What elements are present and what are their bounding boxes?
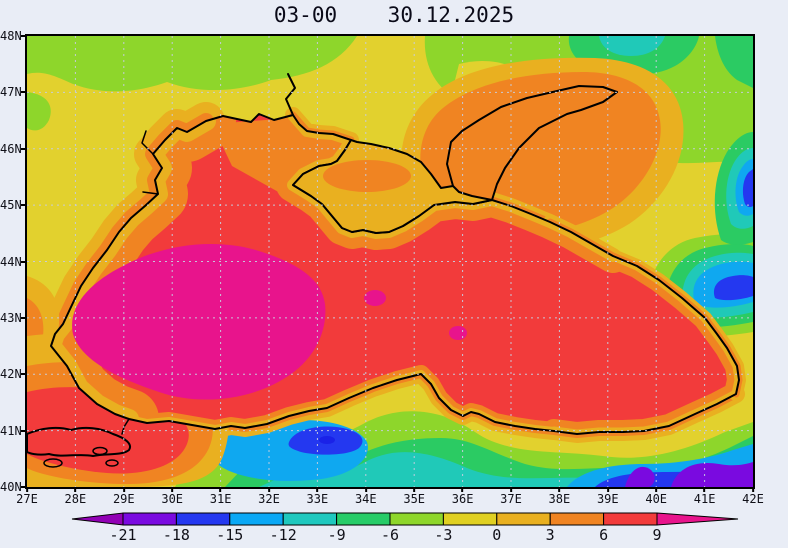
dniester-liman [141,130,154,155]
colorbar-left-arrow [71,512,124,526]
caucasus-cold-pocket [647,234,753,337]
colorbar-segment [175,512,231,526]
map-frame [25,34,755,489]
danube-delta [142,191,159,195]
dnieper-estuary [285,73,296,116]
anatolia-cold-bands [175,411,753,487]
colorbar-segment [603,512,658,526]
colorbar-segment [336,512,391,526]
colorbar-segment [442,512,498,526]
warm-core [72,243,326,400]
east-edge-cold-pocket [714,132,753,245]
colorbar-segment [229,512,284,526]
page-title: 03-00 30.12.2025 [273,3,515,27]
rivers [141,73,296,195]
graticule [27,36,753,487]
map-canvas [26,36,753,487]
colorbar-segment [549,512,605,526]
colorbar-right-arrow [656,512,739,526]
colorbar-segment [496,512,551,526]
colorbar-segment [282,512,338,526]
colorbar-segment [389,512,444,526]
sea-of-azov [446,85,618,201]
colorbar-segment [122,512,177,526]
